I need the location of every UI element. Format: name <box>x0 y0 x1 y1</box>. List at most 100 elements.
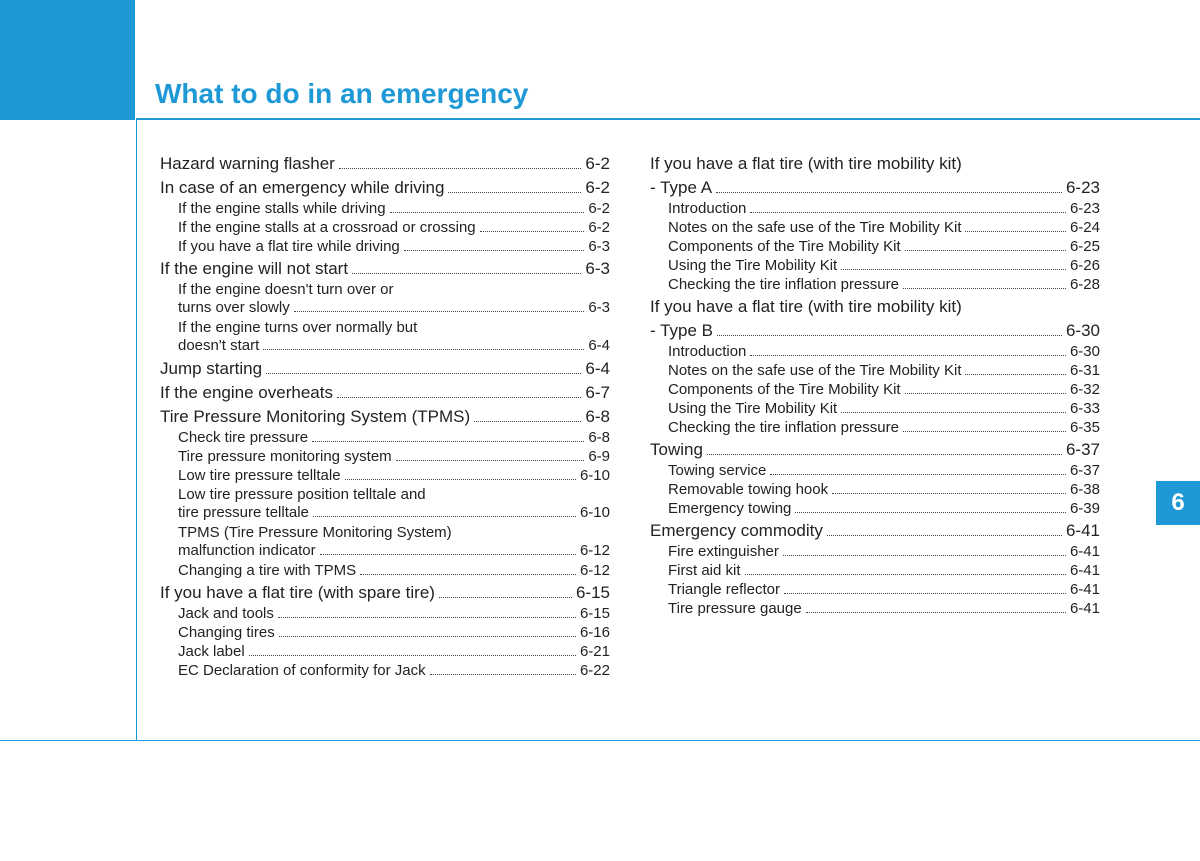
toc-label: Check tire pressure <box>178 429 308 446</box>
leader-dots <box>263 349 584 350</box>
leader-dots <box>266 373 581 374</box>
toc-entry-main: If you have a flat tire (with spare tire… <box>160 583 610 603</box>
toc-label: Components of the Tire Mobility Kit <box>668 238 901 255</box>
toc-label: Emergency towing <box>668 500 791 517</box>
leader-dots <box>905 393 1066 394</box>
toc-label: If you have a flat tire (with tire mobil… <box>650 297 962 317</box>
bottom-rule <box>0 740 1200 741</box>
toc-entry-main: In case of an emergency while driving6-2 <box>160 178 610 198</box>
leader-dots <box>750 212 1066 213</box>
toc-page-number: 6-41 <box>1066 521 1100 541</box>
toc-page-number: 6-32 <box>1070 381 1100 398</box>
toc-page-number: 6-41 <box>1070 581 1100 598</box>
toc-page-number: 6-15 <box>576 583 610 603</box>
toc-label: - Type A <box>650 178 712 198</box>
toc-entry-main: - Type B6-30 <box>650 321 1100 341</box>
toc-page-number: 6-2 <box>585 178 610 198</box>
toc-entry-sub: Tire pressure monitoring system 6-9 <box>178 448 610 465</box>
toc-label: If the engine turns over normally but <box>178 319 610 337</box>
toc-label: Notes on the safe use of the Tire Mobili… <box>668 219 961 236</box>
toc-page-number: 6-8 <box>588 429 610 446</box>
toc-entry-main: - Type A6-23 <box>650 178 1100 198</box>
leader-dots <box>806 612 1066 613</box>
toc-page-number: 6-2 <box>588 200 610 217</box>
leader-dots <box>750 355 1066 356</box>
leader-dots <box>345 479 576 480</box>
toc-label: If the engine will not start <box>160 259 348 279</box>
toc-page-number: 6-9 <box>588 448 610 465</box>
toc-page-number: 6-24 <box>1070 219 1100 236</box>
toc-content: Hazard warning flasher6-2 In case of an e… <box>160 150 1100 679</box>
toc-page-number: 6-10 <box>580 467 610 484</box>
toc-page-number: 6-35 <box>1070 419 1100 436</box>
toc-label: malfunction indicator <box>178 542 316 560</box>
toc-label: Emergency commodity <box>650 521 823 541</box>
toc-entry-sub: Removable towing hook6-38 <box>668 481 1100 498</box>
corner-block <box>0 0 135 120</box>
toc-page-number: 6-22 <box>580 662 610 679</box>
chapter-number: 6 <box>1171 489 1184 517</box>
toc-label: Tire Pressure Monitoring System (TPMS) <box>160 407 470 427</box>
left-vertical-rule <box>136 118 137 740</box>
leader-dots <box>339 168 582 169</box>
toc-entry-sub: Triangle reflector6-41 <box>668 581 1100 598</box>
toc-entry-sub: Check tire pressure 6-8 <box>178 429 610 446</box>
toc-entry-sub: TPMS (Tire Pressure Monitoring System)ma… <box>178 524 610 560</box>
toc-label: First aid kit <box>668 562 741 579</box>
toc-entry-sub: Changing tires6-16 <box>178 624 610 641</box>
toc-label: EC Declaration of conformity for Jack <box>178 662 426 679</box>
toc-label: If the engine overheats <box>160 383 333 403</box>
toc-entry-sub: Introduction6-23 <box>668 200 1100 217</box>
toc-label: Removable towing hook <box>668 481 828 498</box>
leader-dots <box>905 250 1066 251</box>
title-underline <box>136 118 1200 120</box>
toc-label: doesn't start <box>178 337 259 355</box>
toc-page-number: 6-12 <box>580 542 610 560</box>
toc-page-number: 6-28 <box>1070 276 1100 293</box>
toc-label: Notes on the safe use of the Tire Mobili… <box>668 362 961 379</box>
toc-entry-main: Emergency commodity 6-41 <box>650 521 1100 541</box>
leader-dots <box>784 593 1066 594</box>
toc-entry-sub: If the engine doesn't turn over orturns … <box>178 281 610 317</box>
leader-dots <box>390 212 585 213</box>
manual-page: What to do in an emergency Hazard warnin… <box>0 0 1200 861</box>
toc-label: If you have a flat tire (with tire mobil… <box>650 154 962 174</box>
toc-entry-sub: Notes on the safe use of the Tire Mobili… <box>668 219 1100 236</box>
toc-entry-sub: Introduction6-30 <box>668 343 1100 360</box>
toc-page-number: 6-37 <box>1070 462 1100 479</box>
toc-column-right: If you have a flat tire (with tire mobil… <box>650 150 1100 679</box>
toc-label: Checking the tire inflation pressure <box>668 419 899 436</box>
leader-dots <box>360 574 576 575</box>
toc-label: Low tire pressure position telltale and <box>178 486 610 504</box>
toc-entry-sub: EC Declaration of conformity for Jack 6-2… <box>178 662 610 679</box>
toc-page-number: 6-30 <box>1066 321 1100 341</box>
toc-entry-sub: Using the Tire Mobility Kit6-26 <box>668 257 1100 274</box>
leader-dots <box>278 617 576 618</box>
toc-entry-sub: Low tire pressure position telltale andt… <box>178 486 610 522</box>
toc-entry-main: Hazard warning flasher6-2 <box>160 154 610 174</box>
toc-entry-sub: Jack and tools6-15 <box>178 605 610 622</box>
toc-entry-sub: Checking the tire inflation pressure6-28 <box>668 276 1100 293</box>
leader-dots <box>474 421 581 422</box>
toc-page-number: 6-41 <box>1070 600 1100 617</box>
toc-label: Towing <box>650 440 703 460</box>
toc-entry-main: If you have a flat tire (with tire mobil… <box>650 297 1100 317</box>
toc-page-number: 6-30 <box>1070 343 1100 360</box>
toc-label: tire pressure telltale <box>178 504 309 522</box>
toc-entry-sub: Using the Tire Mobility Kit6-33 <box>668 400 1100 417</box>
toc-entry-sub: If the engine stalls while driving6-2 <box>178 200 610 217</box>
leader-dots <box>312 441 584 442</box>
toc-label: Tire pressure gauge <box>668 600 802 617</box>
leader-dots <box>965 231 1065 232</box>
toc-entry-sub: Jack label6-21 <box>178 643 610 660</box>
toc-label: Tire pressure monitoring system <box>178 448 392 465</box>
toc-page-number: 6-3 <box>585 259 610 279</box>
leader-dots <box>396 460 585 461</box>
toc-page-number: 6-2 <box>588 219 610 236</box>
leader-dots <box>783 555 1066 556</box>
toc-entry-sub: First aid kit6-41 <box>668 562 1100 579</box>
toc-page-number: 6-2 <box>585 154 610 174</box>
toc-label: Introduction <box>668 200 746 217</box>
toc-entry-main: Towing6-37 <box>650 440 1100 460</box>
leader-dots <box>480 231 585 232</box>
